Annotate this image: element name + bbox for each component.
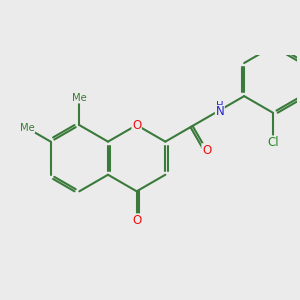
- Text: O: O: [202, 144, 211, 157]
- Text: O: O: [132, 118, 141, 132]
- Text: H: H: [216, 101, 224, 111]
- Text: Me: Me: [20, 123, 34, 133]
- Text: N: N: [215, 105, 224, 119]
- Text: Me: Me: [72, 93, 87, 103]
- Text: O: O: [132, 214, 141, 227]
- Text: Cl: Cl: [267, 136, 279, 149]
